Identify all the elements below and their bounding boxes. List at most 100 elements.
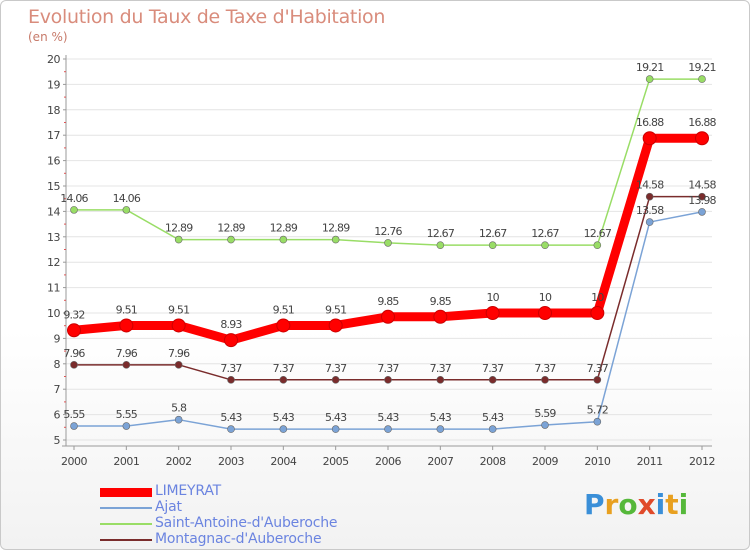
data-point: [698, 75, 706, 83]
data-label: 5.55: [116, 408, 138, 421]
data-label: 12.67: [427, 227, 455, 240]
data-point: [174, 361, 183, 369]
x-tick-label: 2002: [166, 455, 192, 468]
data-label: 5.43: [482, 411, 504, 424]
data-point: [593, 417, 602, 426]
data-point: [122, 206, 131, 214]
y-tick-label: 13: [47, 231, 60, 244]
data-point: [279, 235, 288, 244]
data-label: 7.37: [325, 362, 347, 375]
data-label: 14.06: [113, 192, 141, 205]
data-point: [698, 208, 706, 216]
data-label: 7.96: [116, 347, 138, 360]
data-label: 12.67: [584, 227, 612, 240]
data-point: [538, 306, 552, 320]
data-point: [541, 421, 549, 429]
x-tick-label: 2011: [637, 455, 663, 468]
legend-swatch: [100, 539, 152, 541]
chart-subtitle: (en %): [28, 30, 68, 44]
y-tick-label: 6: [54, 409, 61, 422]
y-tick-label: 16: [47, 155, 60, 168]
legend-label: LIMEYRAT: [155, 483, 222, 499]
data-point: [541, 241, 549, 249]
data-label: 7.37: [273, 362, 295, 375]
x-tick-label: 2009: [532, 455, 558, 468]
data-label: 5.43: [273, 411, 295, 424]
data-label: 12.89: [270, 222, 298, 235]
data-point: [331, 235, 340, 244]
data-label: 9.32: [63, 308, 84, 321]
data-point: [593, 241, 602, 249]
data-point: [695, 131, 709, 146]
data-point: [67, 323, 81, 338]
x-tick-label: 2010: [584, 455, 610, 468]
y-tick-label: 9: [54, 332, 61, 345]
data-point: [70, 361, 78, 369]
data-point: [331, 376, 340, 384]
y-tick-label: 20: [47, 53, 60, 66]
data-point: [384, 376, 392, 384]
data-label: 9.85: [430, 295, 452, 308]
data-label: 9.51: [168, 303, 189, 316]
data-label: 12.89: [217, 222, 245, 235]
x-tick-label: 2001: [113, 455, 139, 468]
data-point: [593, 376, 602, 384]
data-point: [433, 309, 448, 324]
y-tick-label: 17: [47, 129, 60, 142]
legend-label: Montagnac-d'Auberoche: [155, 531, 322, 547]
data-label: 10: [539, 291, 552, 304]
data-point: [384, 425, 392, 433]
data-point: [328, 318, 343, 333]
data-point: [645, 75, 654, 83]
data-label: 7.37: [587, 362, 609, 375]
data-label: 5.43: [430, 411, 452, 424]
data-label: 9.51: [325, 303, 346, 316]
data-label: 14.06: [60, 192, 88, 205]
legend-swatch: [100, 507, 152, 509]
y-tick-label: 11: [47, 282, 60, 295]
data-point: [698, 192, 706, 201]
data-point: [642, 131, 657, 146]
y-tick-label: 12: [47, 256, 60, 269]
data-label: 7.37: [482, 362, 504, 375]
data-label: 7.37: [534, 362, 556, 375]
data-point: [224, 333, 238, 348]
data-point: [227, 376, 235, 384]
legend-swatch: [100, 488, 152, 497]
x-tick-label: 2000: [61, 455, 87, 468]
logo-letter: t: [665, 488, 679, 521]
data-label: 5.43: [377, 411, 399, 424]
y-tick-label: 15: [47, 180, 60, 193]
x-tick-label: 2007: [427, 455, 453, 468]
data-label: 5.43: [325, 411, 347, 424]
data-point: [276, 318, 291, 333]
data-label: 9.51: [116, 303, 137, 316]
data-label: 7.37: [377, 362, 399, 375]
data-label: 5.55: [63, 408, 85, 421]
data-label: 7.96: [63, 347, 85, 360]
data-point: [171, 318, 186, 333]
data-label: 5.43: [220, 411, 242, 424]
data-point: [436, 241, 445, 249]
proxiti-logo: Proxiti: [584, 488, 688, 521]
logo-letter: P: [584, 488, 605, 521]
data-label: 8.93: [220, 318, 242, 331]
data-label: 12.89: [322, 222, 350, 235]
data-point: [436, 425, 445, 433]
data-label: 14.58: [636, 179, 664, 192]
data-point: [70, 422, 78, 430]
data-point: [70, 206, 78, 214]
data-label: 16.88: [688, 116, 716, 129]
y-tick-label: 19: [47, 78, 60, 91]
data-label: 9.51: [273, 303, 294, 316]
y-tick-label: 14: [47, 205, 60, 218]
data-point: [227, 425, 235, 433]
data-label: 12.76: [374, 225, 402, 238]
data-point: [541, 376, 549, 384]
logo-letter: i: [655, 488, 666, 521]
data-label: 5.72: [587, 404, 608, 417]
x-tick-label: 2004: [270, 455, 296, 468]
logo-letter: o: [618, 488, 638, 521]
chart-title: Evolution du Taux de Taxe d'Habitation: [28, 6, 386, 28]
